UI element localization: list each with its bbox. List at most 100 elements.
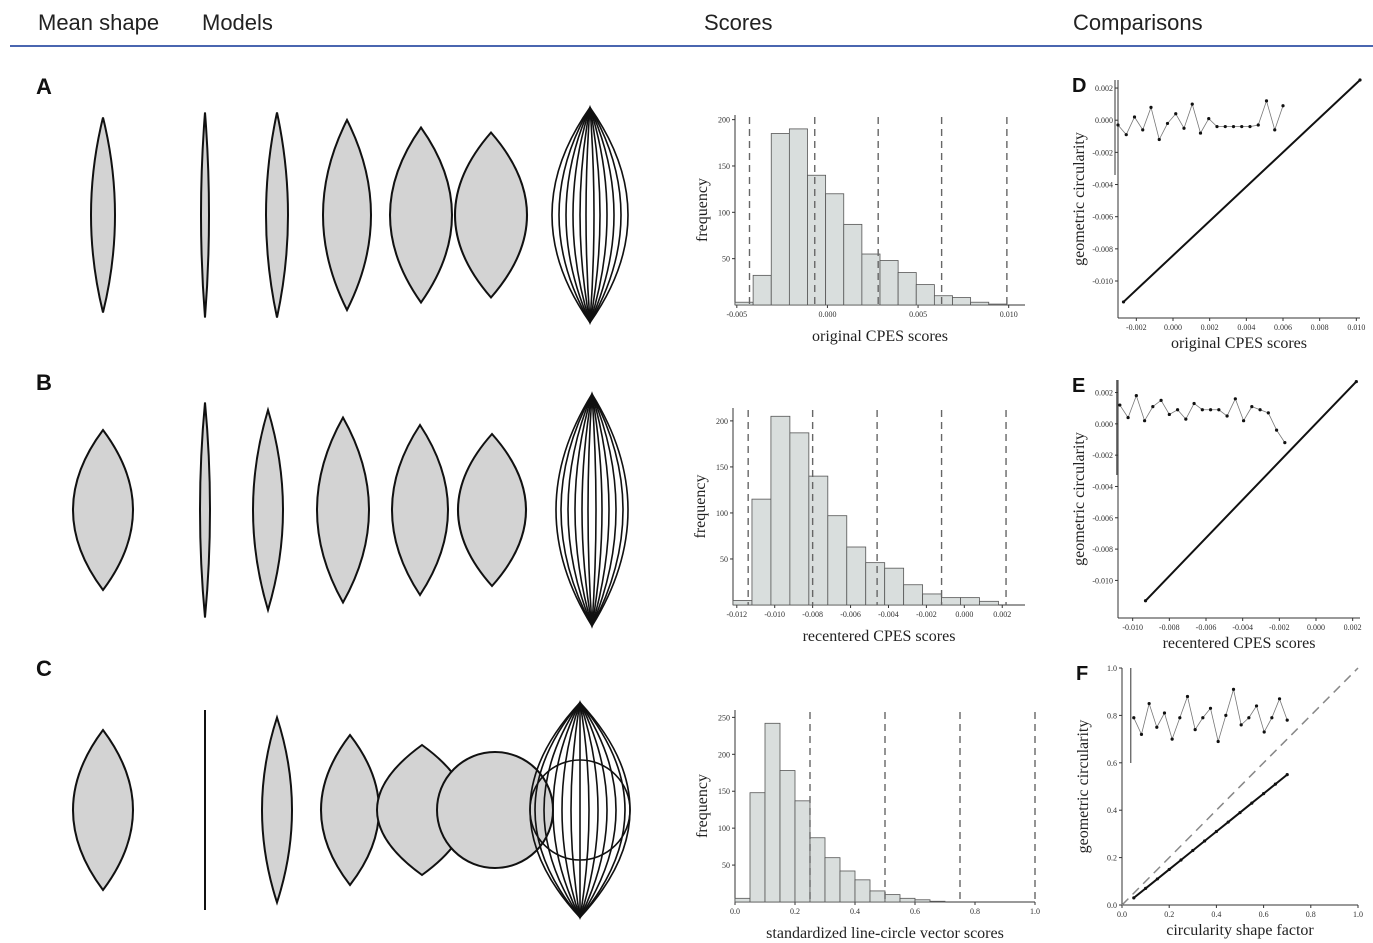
y-tick-label: 100 — [718, 824, 730, 833]
data-point — [1184, 417, 1188, 421]
model-shape — [316, 415, 370, 605]
y-tick-label: 0.002 — [1095, 84, 1113, 93]
x-tick-label: 0.8 — [1306, 910, 1316, 919]
row-label: A — [36, 74, 52, 99]
y-tick-label: 0.0 — [1107, 901, 1117, 910]
data-point — [1223, 125, 1227, 129]
data-point — [1167, 867, 1171, 872]
model-shape — [252, 406, 284, 614]
reference-diagonal — [1121, 667, 1359, 906]
y-tick-label: 0.6 — [1107, 759, 1117, 768]
data-point — [1262, 792, 1266, 796]
column-header: Models — [202, 10, 273, 35]
histogram-bar — [751, 498, 772, 606]
superposition-curve — [555, 392, 629, 628]
x-tick-label: 0.006 — [1274, 323, 1292, 332]
y-tick-label: 50 — [722, 861, 730, 870]
histogram-bar — [846, 546, 867, 606]
x-tick-label: -0.012 — [726, 610, 747, 619]
y-tick-label: -0.008 — [1092, 545, 1113, 554]
data-point — [1132, 896, 1136, 900]
data-point — [1254, 704, 1259, 708]
data-point — [1216, 739, 1220, 744]
histogram-bar — [861, 253, 881, 306]
histogram-bar — [843, 223, 863, 306]
histogram-bar — [941, 597, 961, 606]
mean-shape — [72, 428, 134, 592]
data-point — [1233, 397, 1237, 401]
data-point — [1247, 716, 1251, 720]
x-tick-label: -0.002 — [1269, 623, 1290, 632]
y-tick-label: 150 — [718, 787, 730, 796]
histogram-bar — [770, 133, 790, 306]
model-shape — [265, 112, 289, 318]
model-shape — [322, 117, 372, 313]
model-shape — [261, 714, 293, 906]
y-axis-label: geometric circularity — [1075, 720, 1092, 854]
data-point — [1121, 300, 1126, 304]
data-point — [1273, 128, 1277, 132]
data-point — [1174, 112, 1178, 116]
series-line — [1133, 689, 1288, 744]
histogram-bar — [879, 260, 899, 306]
y-tick-label: -0.008 — [1092, 245, 1113, 254]
model-shape — [320, 733, 380, 887]
superposition-curve — [529, 701, 631, 919]
data-point — [1192, 401, 1196, 406]
data-point — [1141, 128, 1145, 132]
y-tick-label: 50 — [720, 555, 728, 564]
panel-label: D — [1072, 75, 1086, 97]
superposition-curve — [579, 107, 601, 323]
histogram-bar — [897, 272, 917, 306]
data-point — [1203, 839, 1207, 843]
data-point — [1285, 718, 1289, 722]
data-point — [1193, 728, 1197, 732]
data-point — [1165, 121, 1170, 126]
data-point — [1167, 412, 1171, 417]
data-point — [1200, 408, 1204, 412]
histogram-bar — [827, 515, 848, 606]
data-point — [1185, 694, 1190, 699]
histogram-bar — [734, 301, 754, 306]
superposition-curve — [581, 393, 603, 627]
histogram-bar — [952, 297, 972, 306]
y-axis-label: geometric circularity — [1071, 432, 1088, 566]
x-tick-label: -0.008 — [1159, 623, 1180, 632]
x-tick-label: 0.002 — [1344, 623, 1362, 632]
x-tick-label: -0.004 — [878, 610, 899, 619]
panel-label: F — [1076, 663, 1088, 685]
x-tick-label: 0.8 — [970, 907, 980, 916]
y-tick-label: 150 — [716, 463, 728, 472]
y-tick-label: 50 — [722, 255, 730, 264]
superposition-curve — [587, 393, 597, 627]
y-tick-label: 0.2 — [1107, 854, 1117, 863]
x-tick-label: -0.005 — [726, 310, 747, 319]
data-point — [1198, 131, 1203, 135]
y-tick-label: -0.006 — [1092, 514, 1113, 523]
x-tick-label: -0.008 — [802, 610, 823, 619]
y-tick-label: 0.4 — [1107, 806, 1117, 815]
data-point — [1217, 408, 1221, 412]
x-tick-label: -0.010 — [764, 610, 785, 619]
data-point — [1248, 125, 1252, 129]
x-tick-label: 0.4 — [1211, 910, 1221, 919]
histogram-bar — [808, 475, 829, 606]
x-tick-label: 0.4 — [850, 907, 860, 916]
y-tick-label: 100 — [718, 208, 730, 217]
data-point — [1191, 848, 1195, 853]
mean-shape — [90, 117, 116, 313]
x-tick-label: -0.002 — [916, 610, 937, 619]
y-tick-label: 150 — [718, 162, 730, 171]
x-tick-label: 0.002 — [1201, 323, 1219, 332]
data-point — [1264, 99, 1269, 103]
y-axis-label: frequency — [694, 774, 711, 838]
data-point — [1126, 415, 1130, 420]
data-point — [1190, 102, 1194, 106]
x-tick-label: -0.004 — [1232, 623, 1253, 632]
data-point — [1175, 408, 1180, 412]
data-point — [1231, 125, 1236, 129]
y-tick-label: -0.002 — [1092, 148, 1113, 157]
histogram-bar — [903, 584, 924, 606]
data-point — [1170, 737, 1174, 741]
